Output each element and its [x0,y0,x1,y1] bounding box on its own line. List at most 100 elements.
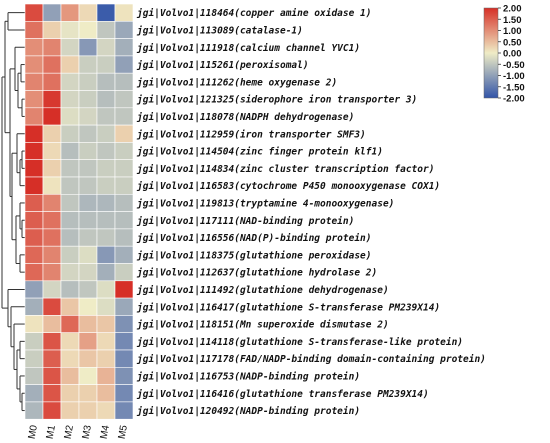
heatmap-cell [78,297,98,316]
heatmap-cell [42,159,62,178]
row-label: jgi|Volvo1|120492(NADP-binding protein) [136,406,360,417]
heatmap-cell [96,401,116,420]
heatmap-cell [114,245,134,264]
heatmap-cell [114,263,134,282]
heatmap-cell [96,55,116,74]
heatmap-cell [60,349,80,368]
heatmap-cell [24,280,44,299]
heatmap-cell [114,20,134,39]
heatmap-cell [42,176,62,195]
heatmap-cell [60,297,80,316]
heatmap-cell [24,211,44,230]
heatmap-cell [96,263,116,282]
row-dendrogram [1,12,25,412]
heatmap-cell [42,228,62,247]
heatmap-cell [114,366,134,385]
heatmap-cell [42,72,62,91]
heatmap-cell [60,176,80,195]
heatmap-cell [24,366,44,385]
heatmap-cell [96,20,116,39]
heatmap-cell [78,176,98,195]
row-label: jgi|Volvo1|119813(tryptamine 4-monooxyge… [136,198,394,209]
heatmap-cell [96,349,116,368]
row-label: jgi|Volvo1|116583(cytochrome P450 monoox… [136,181,440,192]
heatmap-cell [96,297,116,316]
heatmap-cell [24,20,44,39]
heatmap-cell [78,142,98,160]
heatmap-cell [24,401,44,420]
heatmap-cell [42,194,62,212]
heatmap-cell [96,142,116,160]
color-legend: 2.001.501.000.500.00-0.50-1.00-1.50-2.00 [483,4,525,105]
heatmap-cell [114,176,134,195]
heatmap-cell [96,176,116,195]
heatmap-cell [42,90,62,109]
row-label: jgi|Volvo1|116416(glutathione transferas… [136,389,429,400]
column-label: M3 [81,424,94,440]
heatmap-cell [96,228,116,247]
heatmap-cell [42,20,62,39]
heatmap-cell [114,72,134,91]
heatmap-cell [42,263,62,282]
row-label: jgi|Volvo1|114834(zinc cluster transcrip… [136,164,434,175]
heatmap-cell [78,107,98,126]
row-label: jgi|Volvo1|111492(glutathione dehydrogen… [136,285,389,296]
heatmap-cell [24,176,44,195]
heatmap-cell [114,90,134,109]
heatmap-cell [24,107,44,126]
row-label: jgi|Volvo1|118078(NADPH dehydrogenase) [136,112,354,123]
heatmap-cell [24,159,44,178]
heatmap-cell [42,401,62,420]
heatmap-cell [42,142,62,160]
heatmap-cell [114,349,134,368]
row-label: jgi|Volvo1|114504(zinc finger protein kl… [136,147,383,158]
heatmap-cell [24,72,44,91]
heatmap-cell [24,90,44,109]
heatmap-cell [114,401,134,420]
row-label: jgi|Volvo1|118464(copper amine oxidase 1… [136,8,372,19]
heatmap-cell [114,124,134,143]
heatmap-cell [114,159,134,178]
heatmap-cell [96,211,116,230]
heatmap-cell [96,107,116,126]
heatmap-cell [60,245,80,264]
row-label: jgi|Volvo1|115261(peroxisomal) [136,60,309,71]
heatmap-cell [96,124,116,143]
heatmap-cell [96,38,116,57]
heatmap-cell [24,3,44,22]
heatmap-cell [114,142,134,160]
column-label: M1 [45,424,58,440]
heatmap-cell [60,366,80,385]
legend-tick-label: 0.00 [503,49,522,60]
heatmap-cell [42,280,62,299]
heatmap-cell [60,124,80,143]
row-label: jgi|Volvo1|121325(siderophore iron trans… [136,95,417,106]
heatmap-cell [96,280,116,299]
column-label: M2 [63,424,76,440]
heatmap-cell [24,194,44,212]
heatmap-cell [42,366,62,385]
heatmap-cell [24,55,44,74]
heatmap-cell [114,315,134,333]
heatmap-cell [96,384,116,403]
heatmap-cell [96,332,116,351]
heatmap-cell [60,142,80,160]
heatmap-cell [114,211,134,230]
column-labels: M0 M1 M2 M3 M4 M5 [27,424,130,440]
heatmap-cell [60,280,80,299]
column-label: M4 [99,424,112,440]
legend-color-bar [483,7,499,99]
heatmap-cell [78,55,98,74]
legend-tick-label: -2.00 [503,94,525,105]
heatmap-cell [78,349,98,368]
heatmap-cell [42,245,62,264]
heatmap-cell [42,211,62,230]
heatmap-cell [60,55,80,74]
column-label: M5 [117,424,130,440]
heatmap-cell [42,38,62,57]
heatmap-cell [24,245,44,264]
column-label: M0 [27,424,40,440]
legend-tick-label: 1.00 [503,26,522,37]
row-label: jgi|Volvo1|117178(FAD/NADP-binding domai… [136,354,486,365]
heatmap-cell [78,384,98,403]
